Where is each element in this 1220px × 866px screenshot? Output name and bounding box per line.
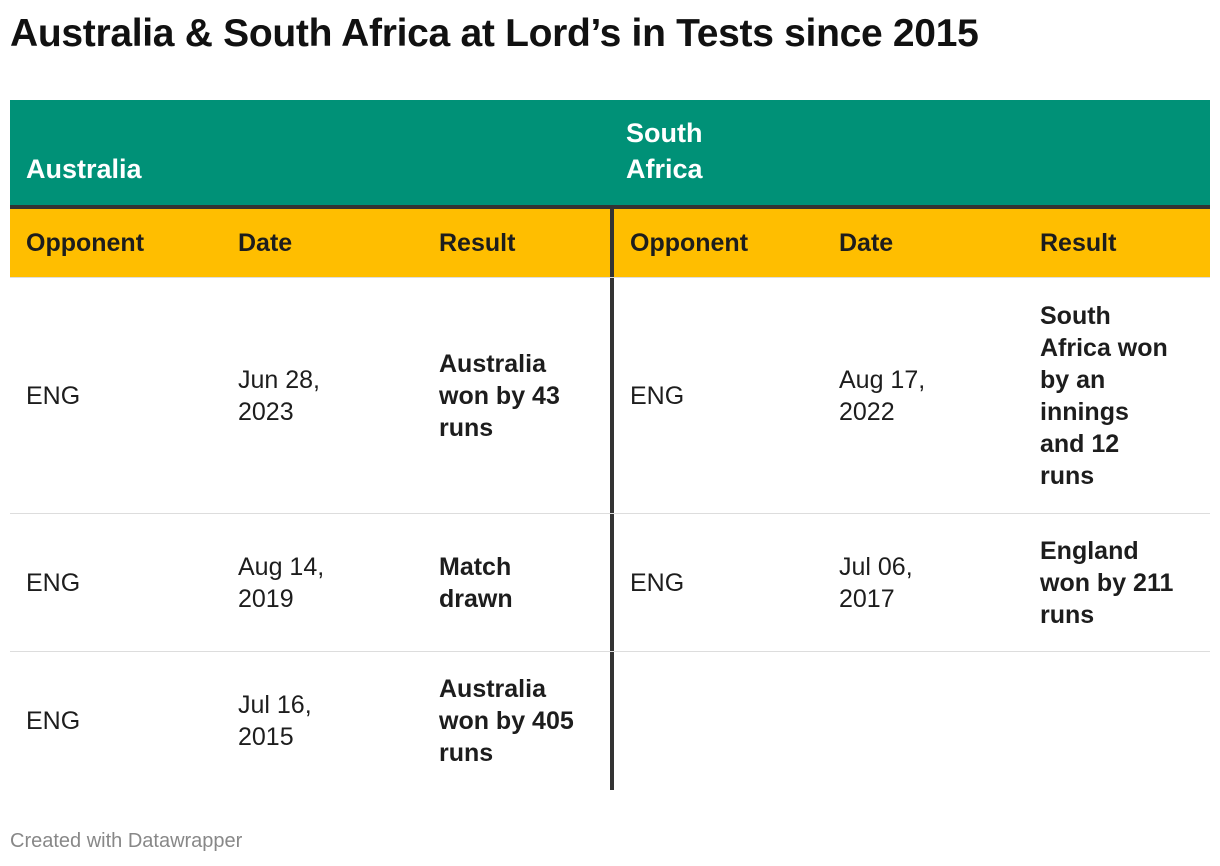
group-header-row: Australia South Africa <box>10 100 1210 205</box>
date-text: Jul 06, 2017 <box>839 552 913 613</box>
attribution-footer: Created with Datawrapper <box>10 830 243 852</box>
table-row: ENG Aug 14, 2019 Match drawn ENG Jul 06,… <box>10 514 1210 652</box>
opponent-cell: ENG <box>610 278 823 513</box>
column-header-row: Opponent Date Result Opponent Date Resul… <box>10 205 1210 278</box>
result-text: Australia won by 43 runs <box>439 349 560 442</box>
opponent-text: ENG <box>630 381 685 410</box>
table-row: ENG Jun 28, 2023 Australia won by 43 run… <box>10 278 1210 514</box>
date-cell: Aug 14, 2019 <box>222 514 423 651</box>
opponent-text: ENG <box>26 568 81 597</box>
date-text: Aug 14, 2019 <box>238 552 325 613</box>
result-text: Match drawn <box>439 552 513 613</box>
results-table: Australia South Africa Opponent Date Res… <box>10 100 1210 790</box>
result-cell: South Africa won by an innings and 12 ru… <box>1024 278 1210 513</box>
opponent-text: ENG <box>26 381 81 410</box>
opponent-cell <box>610 652 823 790</box>
opponent-cell: ENG <box>610 514 823 651</box>
result-text: South Africa won by an innings and 12 ru… <box>1040 301 1168 490</box>
group-header-australia: Australia <box>10 100 610 205</box>
date-cell: Aug 17, 2022 <box>823 278 1024 513</box>
date-text: Jul 16, 2015 <box>238 691 312 751</box>
opponent-text: ENG <box>26 707 81 735</box>
opponent-cell: ENG <box>10 652 222 790</box>
date-cell: Jul 06, 2017 <box>823 514 1024 651</box>
date-cell: Jun 28, 2023 <box>222 278 423 513</box>
chart-title: Australia & South Africa at Lord’s in Te… <box>10 12 979 55</box>
result-text: Australia won by 405 runs <box>439 675 574 767</box>
group-label: South Africa <box>626 118 703 184</box>
column-header-result: Result <box>439 228 516 257</box>
column-header-result: Result <box>1040 228 1117 257</box>
column-header-date: Date <box>839 228 894 257</box>
result-cell: England won by 211 runs <box>1024 514 1210 651</box>
group-label: Australia <box>26 154 142 184</box>
column-header-opponent: Opponent <box>610 209 823 277</box>
result-cell: Australia won by 43 runs <box>423 278 610 513</box>
opponent-text: ENG <box>630 568 685 597</box>
result-cell <box>1024 652 1210 790</box>
column-header-opponent: Opponent <box>26 228 145 257</box>
date-text: Aug 17, 2022 <box>839 365 926 426</box>
column-header-date: Date <box>238 228 293 257</box>
date-text: Jun 28, 2023 <box>238 365 321 426</box>
table-row: ENG Jul 16, 2015 Australia won by 405 ru… <box>10 652 1210 790</box>
opponent-cell: ENG <box>10 278 222 513</box>
date-cell <box>823 652 1024 790</box>
result-cell: Match drawn <box>423 514 610 651</box>
result-text: England won by 211 runs <box>1040 536 1174 629</box>
date-cell: Jul 16, 2015 <box>222 652 423 790</box>
group-header-south-africa: South Africa <box>610 100 1210 205</box>
opponent-cell: ENG <box>10 514 222 651</box>
result-cell: Australia won by 405 runs <box>423 652 610 790</box>
